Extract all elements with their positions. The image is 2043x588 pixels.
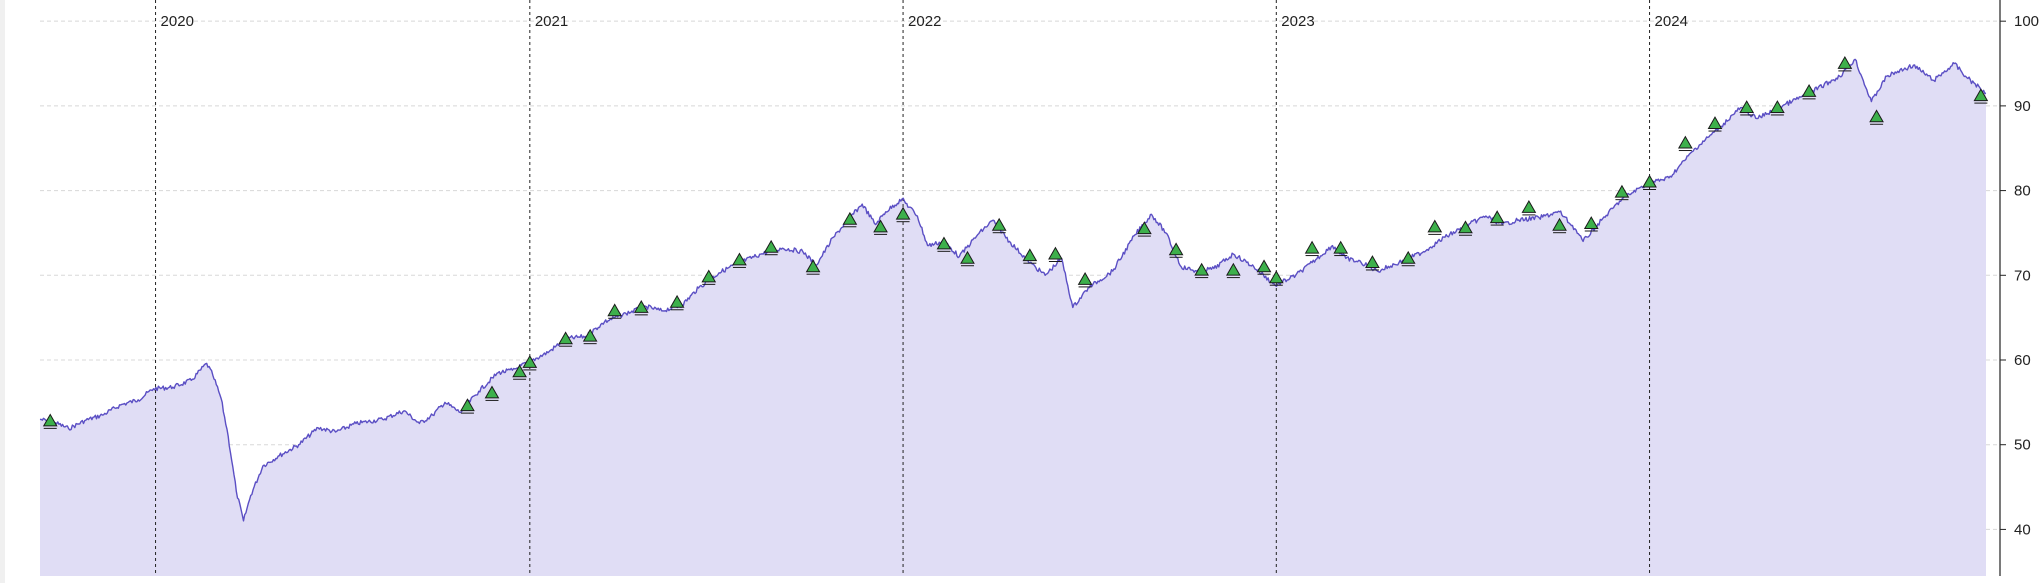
marker-triangle-46 bbox=[1837, 56, 1853, 69]
marker-triangle-39 bbox=[1614, 184, 1630, 198]
marker-triangle-43 bbox=[1739, 100, 1755, 113]
marker-triangle-15 bbox=[873, 219, 888, 233]
marker-triangle-25 bbox=[1194, 262, 1210, 276]
year-label-2020: 2020 bbox=[161, 13, 194, 30]
marker-triangle-7 bbox=[607, 303, 623, 317]
marker-triangle-24 bbox=[1168, 242, 1184, 256]
marker-triangle-5 bbox=[558, 331, 573, 345]
year-label-2022: 2022 bbox=[908, 13, 941, 30]
marker-triangle-45 bbox=[1801, 83, 1817, 97]
y-tick-label-50: 50 bbox=[2014, 437, 2031, 454]
marker-triangle-13 bbox=[805, 259, 821, 273]
marker-triangle-17 bbox=[936, 236, 952, 250]
year-label-2021: 2021 bbox=[535, 13, 568, 30]
year-layer: 2020 2021 2022 2023 2024 bbox=[155, 0, 1688, 576]
marker-triangle-27 bbox=[1256, 259, 1272, 273]
area-layer bbox=[40, 59, 1986, 577]
marker-triangle-41 bbox=[1677, 135, 1693, 149]
axis-layer: 40 50 60 70 80 90 100 bbox=[1999, 0, 2039, 576]
marker-triangle-20 bbox=[1022, 248, 1038, 262]
marker-triangle-4 bbox=[522, 355, 538, 368]
marker-triangle-42 bbox=[1707, 116, 1723, 130]
marker-triangle-36 bbox=[1521, 200, 1537, 213]
marker-triangle-44 bbox=[1770, 100, 1785, 113]
marker-triangle-2 bbox=[484, 385, 500, 399]
marker-triangle-18 bbox=[960, 250, 975, 264]
marker-triangle-29 bbox=[1304, 240, 1320, 254]
marker-triangle-40 bbox=[1642, 174, 1657, 188]
y-tick-label-100: 100 bbox=[2014, 13, 2039, 30]
marker-triangle-26 bbox=[1225, 262, 1241, 276]
series-line bbox=[39, 58, 1987, 522]
marker-triangle-33 bbox=[1427, 219, 1443, 233]
marker-triangle-10 bbox=[701, 269, 717, 283]
marker-triangle-22 bbox=[1077, 272, 1093, 285]
y-tick-label-80: 80 bbox=[2014, 183, 2031, 200]
marker-triangle-47 bbox=[1869, 109, 1884, 123]
marker-triangle-1 bbox=[460, 398, 475, 412]
marker-triangle-6 bbox=[582, 328, 598, 342]
line-layer bbox=[39, 58, 1987, 522]
marker-triangle-9 bbox=[669, 294, 685, 308]
marker-triangle-31 bbox=[1365, 255, 1380, 268]
marker-layer bbox=[42, 56, 1989, 429]
y-tick-label-90: 90 bbox=[2014, 98, 2031, 115]
chart-left-border bbox=[0, 0, 5, 583]
marker-triangle-19 bbox=[991, 217, 1007, 231]
marker-triangle-32 bbox=[1400, 250, 1416, 264]
marker-triangle-0 bbox=[42, 413, 58, 427]
marker-triangle-11 bbox=[732, 252, 747, 266]
year-label-2023: 2023 bbox=[1281, 13, 1314, 30]
y-tick-label-70: 70 bbox=[2014, 267, 2031, 284]
marker-triangle-38 bbox=[1583, 216, 1599, 229]
marker-triangle-30 bbox=[1333, 240, 1349, 254]
series-area bbox=[40, 59, 1986, 577]
marker-triangle-34 bbox=[1458, 220, 1473, 234]
marker-triangle-28 bbox=[1268, 270, 1284, 284]
marker-triangle-23 bbox=[1137, 221, 1152, 235]
marker-triangle-16 bbox=[895, 206, 911, 220]
marker-triangle-12 bbox=[763, 239, 779, 253]
marker-triangle-8 bbox=[633, 299, 649, 313]
marker-triangle-3 bbox=[512, 364, 527, 378]
marker-triangle-21 bbox=[1048, 246, 1063, 260]
y-tick-label-40: 40 bbox=[2014, 521, 2031, 538]
marker-triangle-14 bbox=[842, 211, 858, 225]
marker-triangle-35 bbox=[1489, 210, 1505, 224]
marker-triangle-37 bbox=[1552, 217, 1567, 231]
y-tick-label-60: 60 bbox=[2014, 352, 2031, 369]
marker-triangle-48 bbox=[1973, 88, 1989, 102]
year-label-2024: 2024 bbox=[1655, 13, 1688, 30]
